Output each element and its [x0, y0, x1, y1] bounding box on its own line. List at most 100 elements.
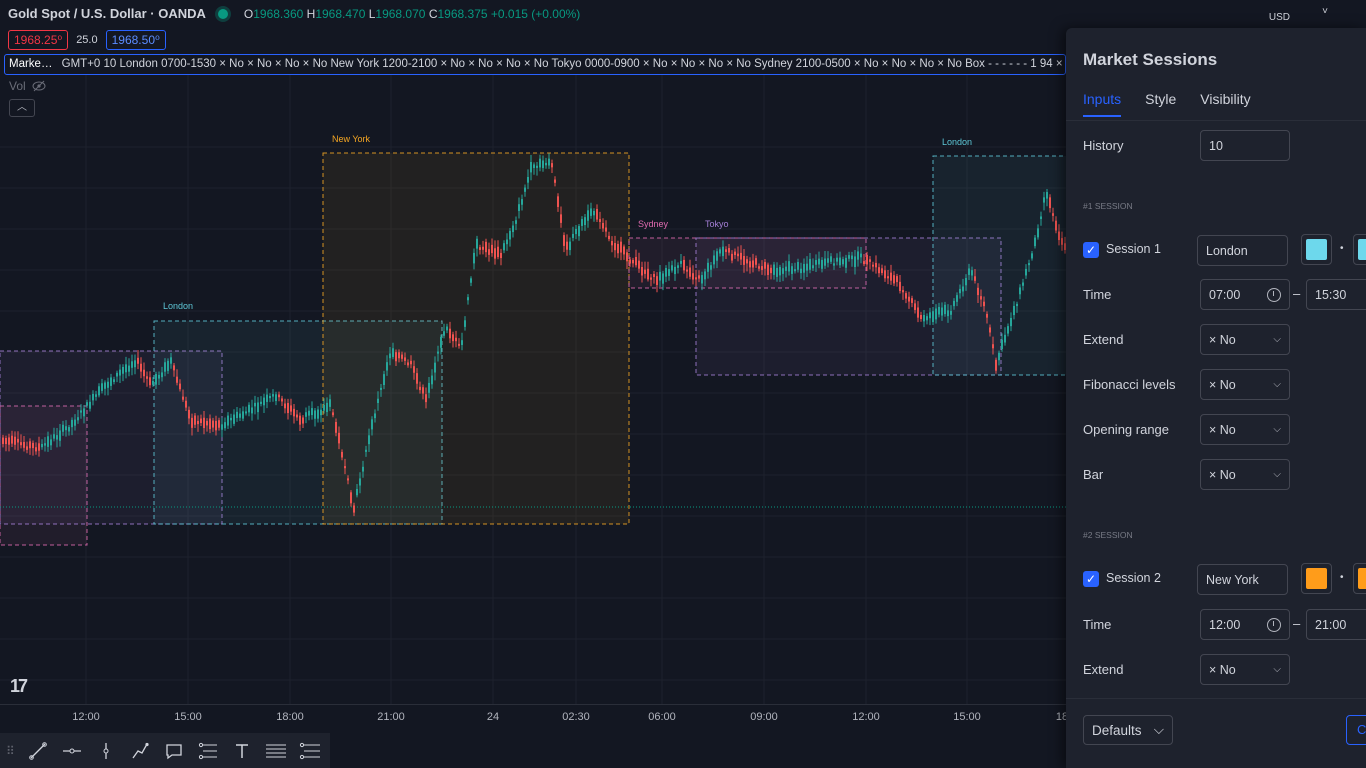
panel-title: Market Sessions [1083, 50, 1218, 69]
candle-body [812, 265, 814, 269]
candle-body [32, 442, 34, 449]
candle-body [425, 394, 427, 403]
tab-inputs[interactable]: Inputs [1083, 91, 1122, 117]
session-2-color-swatch[interactable] [1301, 563, 1332, 594]
long-position-icon[interactable] [265, 740, 287, 762]
candle-body [410, 360, 412, 365]
history-input[interactable]: 10 [1200, 130, 1290, 161]
session-2-start-time[interactable]: 12:00 [1200, 609, 1290, 640]
buy-button[interactable]: 1968.50⁰ [105, 30, 166, 50]
session-1-start-time[interactable]: 07:00 [1200, 279, 1290, 310]
session-2-name-input[interactable]: New York [1197, 564, 1288, 595]
candle-body [641, 267, 643, 276]
session-1-extend-select[interactable]: × No ⌵ [1200, 324, 1290, 355]
candle-body [887, 276, 889, 279]
drag-handle-icon[interactable]: ⠿ [6, 743, 15, 758]
session-1-second-color [1358, 239, 1366, 260]
candle-body [710, 265, 712, 270]
currency-selector[interactable]: USD ˅ [1268, 6, 1328, 23]
candle-body [308, 410, 310, 416]
session-2-checkbox[interactable]: ✓ [1083, 571, 1099, 587]
candle-body [1061, 238, 1063, 245]
candle-body [938, 306, 940, 315]
eye-hidden-icon[interactable] [32, 80, 46, 92]
volume-legend[interactable]: Vol [9, 79, 46, 93]
candle-body [986, 313, 988, 318]
candle-body [509, 230, 511, 240]
price-chart[interactable] [0, 0, 1068, 768]
session-1-name-input[interactable]: London [1197, 235, 1288, 266]
session-1-opening-range-select[interactable]: × No ⌵ [1200, 414, 1290, 445]
trend-line-icon[interactable] [27, 740, 49, 762]
session-1-checkbox[interactable]: ✓ [1083, 242, 1099, 258]
tab-style[interactable]: Style [1145, 91, 1177, 107]
session-1-bar-select[interactable]: × No ⌵ [1200, 459, 1290, 490]
ok-button[interactable]: C [1346, 715, 1366, 745]
candle-body [470, 278, 472, 283]
candle-body [791, 266, 793, 274]
session-1-label: Session 1 [1106, 242, 1161, 256]
callout-icon[interactable] [163, 740, 185, 762]
defaults-button[interactable]: Defaults ⌵ [1083, 715, 1173, 745]
time-tick: 18 [1055, 711, 1068, 723]
candle-body [80, 410, 82, 413]
candle-body [1010, 317, 1012, 327]
session-2-end-time[interactable]: 21:00 [1306, 609, 1366, 640]
tradingview-logo-icon[interactable]: 17 [10, 676, 28, 696]
candle-body [92, 393, 94, 401]
candle-body [56, 435, 58, 440]
candle-body [146, 376, 148, 379]
candle-body [224, 422, 226, 429]
candle-body [1019, 287, 1021, 295]
candle-body [338, 432, 340, 444]
tab-visibility[interactable]: Visibility [1200, 91, 1251, 107]
time-tick: 12:00 [72, 711, 100, 723]
candle-body [266, 394, 268, 402]
panel-footer: Defaults ⌵ C [1066, 698, 1366, 768]
candle-body [599, 219, 601, 222]
chevron-up-icon: ︿ [17, 102, 27, 113]
candle-body [128, 365, 130, 372]
vertical-line-icon[interactable] [95, 740, 117, 762]
session-1-color-swatch[interactable] [1301, 234, 1332, 265]
candle-body [101, 383, 103, 391]
candle-body [302, 417, 304, 424]
lines-icon[interactable] [299, 740, 321, 762]
symbol-title[interactable]: Gold Spot / U.S. Dollar · OANDA [8, 6, 206, 21]
candle-body [884, 270, 886, 279]
indicator-name[interactable]: Marke… [9, 58, 53, 70]
candle-body [542, 160, 544, 169]
session-1-second-color-swatch[interactable] [1353, 234, 1366, 265]
candle-body [668, 269, 670, 276]
candle-body [440, 336, 442, 348]
sell-button[interactable]: 1968.25⁰ [8, 30, 69, 50]
candle-body [284, 403, 286, 409]
candle-body [311, 408, 313, 416]
candle-body [821, 259, 823, 269]
candle-body [194, 415, 196, 425]
session-1-fib-select[interactable]: × No ⌵ [1200, 369, 1290, 400]
candle-body [1055, 220, 1057, 231]
time-axis[interactable]: 12:00 15:00 18:00 21:00 24 02:30 06:00 09:00 12:… [0, 704, 1068, 728]
chart-area[interactable]: Gold Spot / U.S. Dollar · OANDA O1968.36… [0, 0, 1068, 768]
session-2-extend-select[interactable]: × No ⌵ [1200, 654, 1290, 685]
path-icon[interactable] [129, 740, 151, 762]
candle-body [569, 241, 571, 251]
candle-body [785, 266, 787, 271]
candle-body [407, 362, 409, 366]
candle-body [215, 420, 217, 431]
collapse-legend-button[interactable]: ︿ [9, 99, 35, 117]
text-icon[interactable] [231, 740, 253, 762]
candle-body [512, 225, 514, 233]
candle-body [287, 403, 289, 414]
time-tick: 02:30 [562, 711, 590, 723]
indicator-legend[interactable]: Marke… GMT+0 10 London 0700-1530 × No × … [4, 54, 1066, 75]
fib-icon[interactable] [197, 740, 219, 762]
session-2-second-color-swatch[interactable] [1353, 563, 1366, 594]
horizontal-ray-icon[interactable] [61, 740, 83, 762]
candle-body [5, 438, 7, 445]
candle-body [527, 176, 529, 183]
candle-body [47, 436, 49, 447]
candle-body [197, 420, 199, 425]
session-1-end-time[interactable]: 15:30 [1306, 279, 1366, 310]
